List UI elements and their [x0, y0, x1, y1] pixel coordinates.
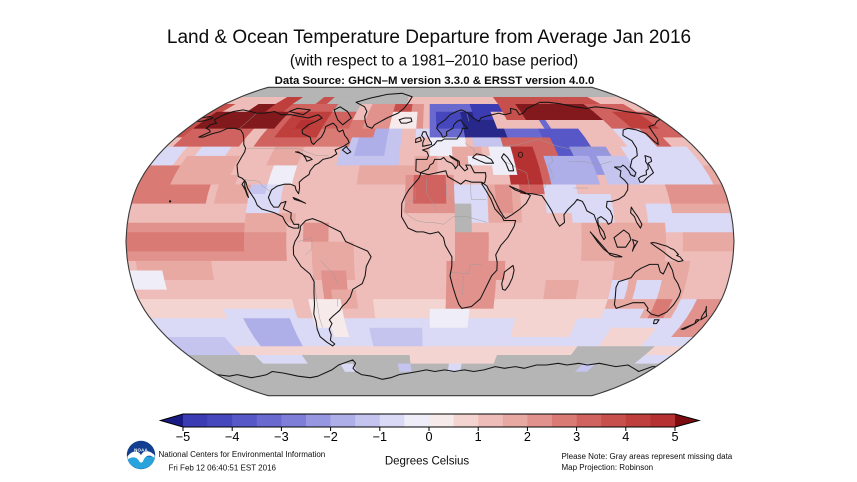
svg-text:−2: −2: [323, 430, 337, 444]
svg-text:Map Projection: Robinson: Map Projection: Robinson: [562, 463, 654, 472]
svg-text:Fri Feb 12 06:40:51 EST 2016: Fri Feb 12 06:40:51 EST 2016: [169, 464, 277, 473]
svg-text:−1: −1: [373, 430, 387, 444]
svg-text:−4: −4: [225, 430, 239, 444]
svg-text:National Centers for Environme: National Centers for Environmental Infor…: [159, 450, 326, 459]
svg-text:0: 0: [425, 430, 432, 444]
svg-text:NOAA: NOAA: [134, 448, 148, 453]
svg-text:1: 1: [475, 430, 482, 444]
svg-text:3: 3: [573, 430, 580, 444]
svg-text:Degrees Celsius: Degrees Celsius: [385, 456, 470, 468]
svg-text:(with respect to a 1981–2010 b: (with respect to a 1981–2010 base period…: [290, 53, 578, 70]
svg-text:Land & Ocean Temperature Depar: Land & Ocean Temperature Departure from …: [167, 27, 691, 48]
svg-text:−5: −5: [176, 430, 190, 444]
svg-text:Data Source: GHCN–M version 3.: Data Source: GHCN–M version 3.3.0 & ERSS…: [275, 75, 595, 87]
svg-text:4: 4: [622, 430, 629, 444]
svg-text:−3: −3: [274, 430, 288, 444]
svg-text:5: 5: [671, 430, 678, 444]
svg-text:2: 2: [524, 430, 531, 444]
svg-text:Please Note: Gray areas repres: Please Note: Gray areas represent missin…: [562, 452, 733, 461]
